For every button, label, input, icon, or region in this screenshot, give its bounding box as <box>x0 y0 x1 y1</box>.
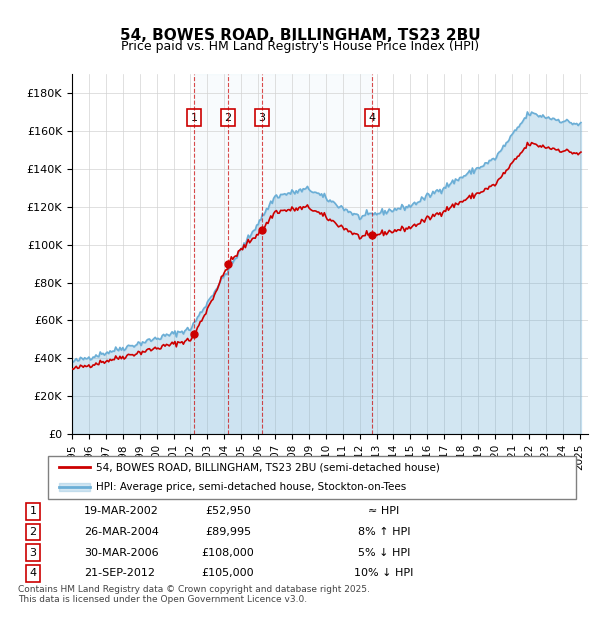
Text: 8% ↑ HPI: 8% ↑ HPI <box>358 527 410 537</box>
Text: 4: 4 <box>29 569 37 578</box>
Text: Contains HM Land Registry data © Crown copyright and database right 2025.
This d: Contains HM Land Registry data © Crown c… <box>18 585 370 604</box>
Text: 3: 3 <box>259 113 266 123</box>
Text: £108,000: £108,000 <box>202 547 254 557</box>
FancyBboxPatch shape <box>48 456 576 499</box>
Text: ≈ HPI: ≈ HPI <box>368 507 400 516</box>
Text: £105,000: £105,000 <box>202 569 254 578</box>
Text: 4: 4 <box>368 113 376 123</box>
Bar <box>194 74 372 434</box>
Text: 2: 2 <box>224 113 232 123</box>
Text: 5% ↓ HPI: 5% ↓ HPI <box>358 547 410 557</box>
Text: 54, BOWES ROAD, BILLINGHAM, TS23 2BU: 54, BOWES ROAD, BILLINGHAM, TS23 2BU <box>119 28 481 43</box>
Text: HPI: Average price, semi-detached house, Stockton-on-Tees: HPI: Average price, semi-detached house,… <box>95 482 406 492</box>
Text: £89,995: £89,995 <box>205 527 251 537</box>
Text: 1: 1 <box>190 113 197 123</box>
Text: 19-MAR-2002: 19-MAR-2002 <box>84 507 159 516</box>
Text: 3: 3 <box>29 547 37 557</box>
Text: £52,950: £52,950 <box>205 507 251 516</box>
Text: 2: 2 <box>29 527 37 537</box>
Text: Price paid vs. HM Land Registry's House Price Index (HPI): Price paid vs. HM Land Registry's House … <box>121 40 479 53</box>
Text: 30-MAR-2006: 30-MAR-2006 <box>84 547 158 557</box>
Text: 54, BOWES ROAD, BILLINGHAM, TS23 2BU (semi-detached house): 54, BOWES ROAD, BILLINGHAM, TS23 2BU (se… <box>95 463 439 472</box>
Text: 1: 1 <box>29 507 37 516</box>
Text: 21-SEP-2012: 21-SEP-2012 <box>84 569 155 578</box>
Text: 10% ↓ HPI: 10% ↓ HPI <box>355 569 413 578</box>
Text: 26-MAR-2004: 26-MAR-2004 <box>84 527 159 537</box>
